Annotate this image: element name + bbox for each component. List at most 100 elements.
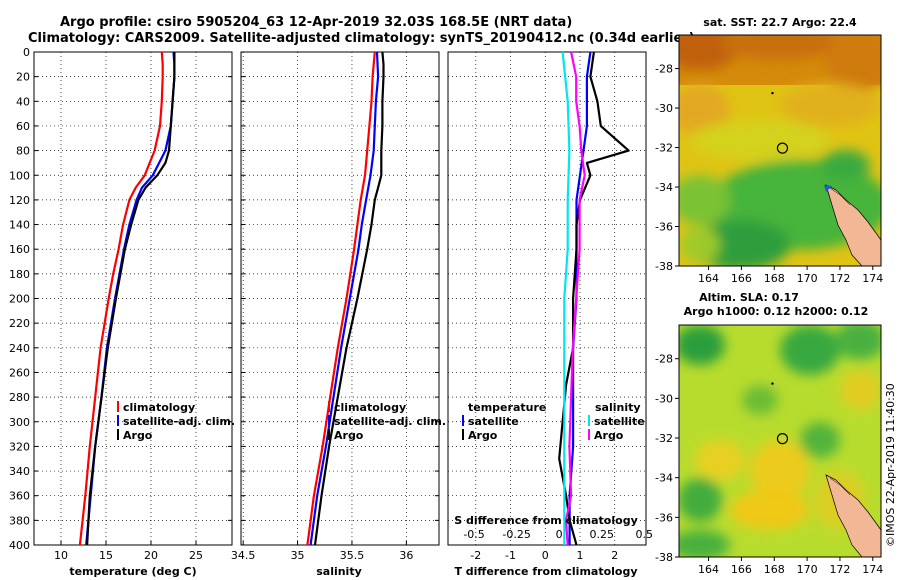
legend-label-argo: Argo [334, 429, 364, 442]
sla-ytick-label: -28 [655, 353, 673, 366]
sla-argo-marker [776, 433, 789, 445]
depth-tick-label: 220 [9, 317, 30, 330]
temp-xtick-label: 20 [144, 549, 158, 562]
diff-xtick-label: -2 [470, 549, 481, 562]
sst-landmass [825, 184, 881, 266]
depth-tick-label: 60 [16, 120, 30, 133]
legend-label-climatology: climatology [334, 401, 406, 414]
sst-argo-marker [776, 142, 789, 154]
diff-xtick-top-label: 0 [556, 528, 563, 541]
legend-swatch-climatology [328, 401, 330, 412]
difference-legend-salinity: salinity satellite Argo [588, 401, 645, 442]
sst-field [679, 35, 881, 266]
temp-series-climatology [78, 51, 164, 546]
legend-label-s-argo: Argo [594, 429, 624, 442]
sst-map: sat. SST: 22.7 Argo: 22.4 -28-30- [655, 16, 883, 285]
sla-landmass [825, 474, 881, 557]
sla-xtick-label: 166 [731, 563, 752, 576]
diff-xtick-label: -1 [505, 549, 516, 562]
sla-ytick-label: -34 [655, 472, 673, 485]
depth-tick-label: 400 [9, 539, 30, 552]
sla-track-dot [771, 382, 774, 385]
sla-xtick-label: 170 [797, 563, 818, 576]
sla-field [679, 325, 881, 557]
legend-label-s-satellite: satellite [594, 415, 645, 428]
sla-ytick-label: -36 [655, 511, 673, 524]
legend-swatch-satellite [328, 415, 330, 426]
diff-series-s-satellite [561, 51, 571, 545]
sla-xtick-label: 174 [862, 563, 883, 576]
sla-map-title-line-1: Altim. SLA: 0.17 [699, 291, 799, 304]
depth-tick-label: 100 [9, 169, 30, 182]
sla-ytick-label: -30 [655, 392, 673, 405]
sst-map-title: sat. SST: 22.7 Argo: 22.4 [703, 16, 857, 29]
sal-xtick-label: 35 [291, 549, 305, 562]
depth-tick-label: 40 [16, 95, 30, 108]
diff-series-t-argo [558, 51, 630, 546]
sst-ytick-label: -28 [655, 63, 673, 76]
salinity-x-label: salinity [316, 565, 362, 578]
depth-tick-label: 120 [9, 194, 30, 207]
sst-ytick-label: -30 [655, 102, 673, 115]
legend-swatch-argo [117, 429, 119, 440]
depth-tick-label: 360 [9, 490, 30, 503]
diff-xtick-top-label: 0.5 [636, 528, 654, 541]
sal-series-climatology [306, 51, 376, 546]
temperature-x-label: temperature (deg C) [69, 565, 196, 578]
sst-ytick-label: -32 [655, 142, 673, 155]
depth-tick-label: 200 [9, 293, 30, 306]
difference-panel: -2 -1 0 1 2 -0.5 -0.25 0 0.25 0.5 T difference f… [447, 51, 654, 578]
sal-series-argo [313, 51, 385, 546]
sst-xtick-label: 170 [797, 272, 818, 285]
depth-tick-label: 20 [16, 71, 30, 84]
sst-xtick-label: 164 [698, 272, 719, 285]
sst-xtick-label: 174 [862, 272, 883, 285]
sla-map: Altim. SLA: 0.17 Argo h1000: 0.12 h2000:… [655, 291, 883, 576]
diff-xtick-label: 0 [542, 549, 549, 562]
legend-label-t-satellite: satellite [468, 415, 519, 428]
temp-xtick-label: 15 [99, 549, 113, 562]
sal-xtick-label: 35.5 [340, 549, 365, 562]
temp-xtick-label: 10 [54, 549, 68, 562]
header-line-1: Argo profile: csiro 5905204_63 12-Apr-20… [60, 15, 572, 30]
sst-xtick-label: 172 [829, 272, 850, 285]
depth-tick-label: 160 [9, 243, 30, 256]
difference-x-label: T difference from climatology [454, 565, 637, 578]
legend-title-temperature: temperature [468, 401, 546, 414]
diff-xtick-label: 2 [611, 549, 618, 562]
legend-label-satellite: satellite-adj. clim. [334, 415, 446, 428]
sla-map-title-line-2: Argo h1000: 0.12 h2000: 0.12 [684, 305, 869, 318]
legend-swatch-t-argo [462, 429, 464, 440]
sst-map-frame [678, 34, 882, 267]
legend-label-argo: Argo [123, 429, 153, 442]
legend-swatch-argo [328, 429, 330, 440]
sla-xtick-label: 164 [698, 563, 719, 576]
temperature-legend: climatology satellite-adj. clim. Argo [117, 401, 235, 442]
depth-tick-label: 180 [9, 268, 30, 281]
sst-xtick-label: 168 [764, 272, 785, 285]
sla-ytick-label: -32 [655, 432, 673, 445]
depth-tick-label: 140 [9, 219, 30, 232]
depth-tick-label: 280 [9, 391, 30, 404]
diff-series-s-argo [564, 51, 586, 546]
sla-map-frame [678, 324, 882, 558]
diff-xtick-top-label: 0.25 [589, 528, 614, 541]
sst-ytick-label: -34 [655, 181, 673, 194]
legend-swatch-climatology [117, 401, 119, 412]
depth-tick-label: 0 [23, 46, 30, 59]
legend-swatch-t-satellite [462, 415, 464, 426]
legend-label-t-argo: Argo [468, 429, 498, 442]
legend-label-climatology: climatology [123, 401, 195, 414]
sla-xtick-label: 172 [829, 563, 850, 576]
sst-ytick-label: -36 [655, 221, 673, 234]
temp-xtick-label: 25 [189, 549, 203, 562]
difference-x-label-top: S difference from climatology [454, 514, 638, 527]
legend-swatch-s-argo [588, 429, 590, 440]
diff-xtick-label: 1 [577, 549, 584, 562]
sla-xtick-label: 168 [764, 563, 785, 576]
depth-tick-label: 80 [16, 145, 30, 158]
salinity-legend: climatology satellite-adj. clim. Argo [328, 401, 446, 442]
credit-stamp: ©IMOS 22-Apr-2019 11:40:30 [884, 383, 897, 547]
depth-tick-label: 300 [9, 416, 30, 429]
